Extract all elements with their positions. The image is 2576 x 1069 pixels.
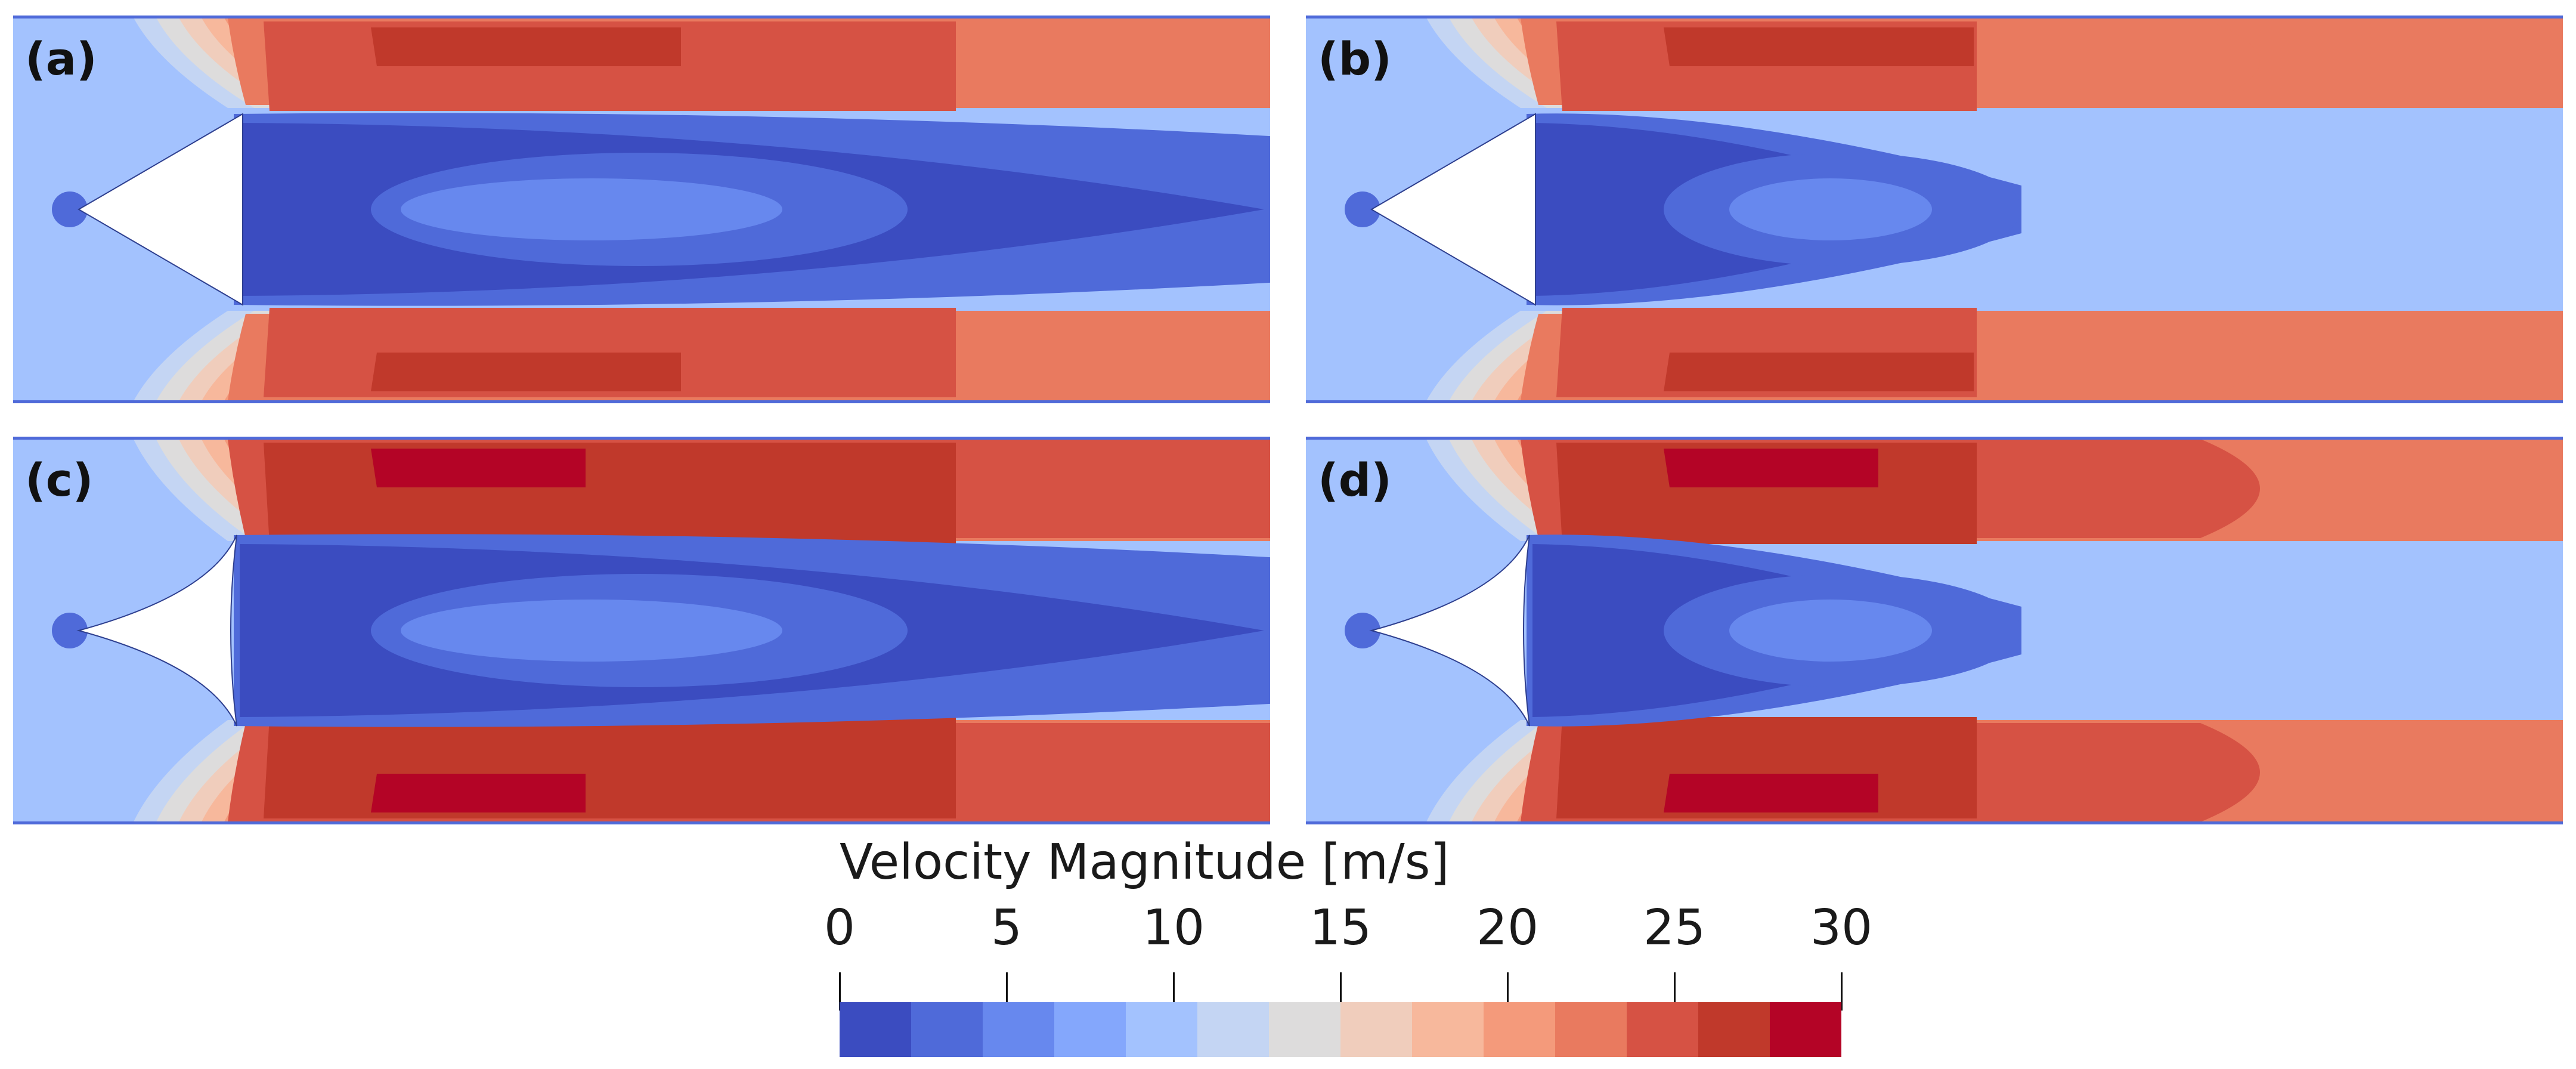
colorbar-swatch: [840, 1002, 911, 1057]
colorbar-swatch: [983, 1002, 1054, 1057]
velocity-field-a: [13, 16, 1270, 403]
panel-label-b: (b): [1318, 32, 1392, 85]
wall-top: [1306, 16, 2563, 18]
colorbar-tick-label: 25: [1643, 900, 1706, 956]
colorbar-swatch: [1126, 1002, 1197, 1057]
colorbar-tick-mark: [1673, 972, 1676, 1011]
colorbar-tick-mark: [1005, 972, 1008, 1011]
bluff-body: [76, 534, 237, 727]
wall-bottom: [1306, 821, 2563, 824]
wall-top: [13, 16, 1270, 18]
panel-label-c: (c): [25, 453, 94, 506]
jet-peak: [371, 449, 586, 487]
panel-c: (c): [13, 437, 1270, 824]
panel-d: (d): [1306, 437, 2563, 824]
panel-label-d: (d): [1318, 453, 1392, 506]
wall-bottom: [13, 821, 1270, 824]
colorbar-swatch: [1555, 1002, 1627, 1057]
jet-peak: [1664, 27, 1974, 66]
colorbar: [840, 1002, 1841, 1057]
recirculation-core: [1729, 600, 1932, 662]
jet-core: [264, 443, 956, 544]
stagnation-point: [52, 613, 88, 648]
velocity-field-c: [13, 437, 1270, 824]
recirculation-core: [401, 178, 782, 240]
colorbar-tick-mark: [1840, 972, 1843, 1011]
colorbar-tick-label: 15: [1309, 900, 1372, 956]
jet-core: [264, 717, 956, 818]
panel-a: (a): [13, 16, 1270, 403]
stagnation-point: [1345, 613, 1380, 648]
colorbar-swatch: [1197, 1002, 1269, 1057]
panel-b: (b): [1306, 16, 2563, 403]
velocity-field-d: [1306, 437, 2563, 824]
bluff-body: [78, 113, 243, 306]
colorbar-tick-mark: [1172, 972, 1175, 1011]
wall-top: [1306, 437, 2563, 440]
colorbar-swatch: [1484, 1002, 1555, 1057]
jet-peak: [1664, 774, 1878, 812]
wall-bottom: [13, 400, 1270, 403]
colorbar-tick-label: 0: [823, 900, 856, 956]
colorbar-swatch: [1054, 1002, 1126, 1057]
jet-peak: [1664, 449, 1878, 487]
colorbar-title: Velocity Magnitude [m/s]: [840, 834, 1450, 891]
recirculation-core: [1729, 178, 1932, 240]
colorbar-tick-mark: [1506, 972, 1509, 1011]
colorbar-swatch: [1412, 1002, 1484, 1057]
colorbar-swatch: [1627, 1002, 1698, 1057]
wall-bottom: [1306, 400, 2563, 403]
stagnation-point: [1345, 191, 1380, 227]
bluff-body: [1370, 113, 1536, 306]
colorbar-swatch: [1770, 1002, 1841, 1057]
colorbar-tick-label: 30: [1810, 900, 1873, 956]
bluff-body: [1369, 534, 1530, 727]
jet-peak: [1664, 353, 1974, 391]
colorbar-tick-label: 5: [990, 900, 1023, 956]
jet-peak: [371, 353, 681, 391]
colorbar-swatch: [1340, 1002, 1412, 1057]
velocity-field-b: [1306, 16, 2563, 403]
panel-label-a: (a): [25, 32, 97, 85]
jet-peak: [371, 27, 681, 66]
colorbar-swatch: [911, 1002, 983, 1057]
colorbar-tick-label: 10: [1142, 900, 1205, 956]
colorbar-tick-mark: [838, 972, 841, 1011]
colorbar-tick-label: 20: [1476, 900, 1539, 956]
recirculation-core: [401, 600, 782, 662]
jet-peak: [371, 774, 586, 812]
colorbar-tick-mark: [1339, 972, 1342, 1011]
stagnation-point: [52, 191, 88, 227]
colorbar-swatch: [1698, 1002, 1770, 1057]
colorbar-swatch: [1269, 1002, 1340, 1057]
wall-top: [13, 437, 1270, 440]
